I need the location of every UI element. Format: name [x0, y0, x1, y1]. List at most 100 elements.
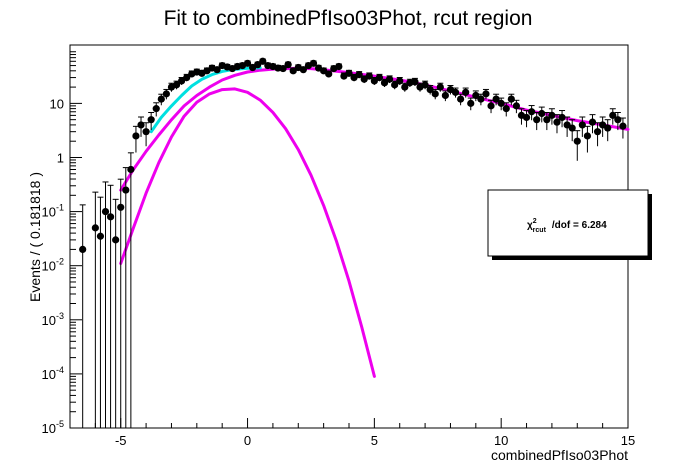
- data-point: [385, 75, 394, 83]
- data-point: [122, 186, 130, 194]
- data-point: [487, 102, 495, 110]
- data-point: [568, 124, 576, 132]
- data-point: [309, 59, 318, 67]
- data-point: [396, 77, 404, 85]
- data-point: [380, 79, 389, 87]
- data-point: [401, 83, 409, 91]
- data-point: [482, 90, 490, 98]
- chi2-subscript: rcut: [533, 227, 547, 234]
- fit-curve-0: [119, 66, 630, 192]
- data-point: [411, 78, 419, 86]
- x-tick-label: 0: [244, 433, 251, 448]
- chi2-symbol: χ: [527, 220, 533, 231]
- data-point: [588, 118, 597, 126]
- data-point: [284, 61, 292, 69]
- data-point: [457, 95, 465, 103]
- data-point: [593, 128, 602, 136]
- data-point: [391, 81, 399, 89]
- data-point: [106, 213, 115, 221]
- x-axis-label: combinedPfIso03Phot: [491, 447, 628, 463]
- y-tick-label: 10-2: [42, 257, 64, 274]
- data-point: [604, 124, 612, 132]
- data-point: [502, 105, 510, 113]
- data-point: [335, 62, 343, 71]
- data-point: [512, 102, 521, 110]
- data-point: [431, 90, 439, 98]
- data-point: [614, 116, 622, 124]
- data-point: [157, 95, 165, 103]
- data-point: [345, 69, 353, 77]
- chi2-value: /dof = 6.284: [552, 220, 607, 231]
- data-point: [254, 61, 262, 69]
- data-point: [451, 88, 460, 96]
- data-point: [213, 66, 221, 74]
- data-point: [79, 245, 87, 254]
- data-point: [583, 132, 592, 140]
- x-tick-label: 15: [621, 433, 635, 448]
- data-point: [462, 88, 470, 96]
- y-tick-label: 10-3: [42, 311, 64, 328]
- data-point: [172, 81, 181, 89]
- data-point: [543, 116, 551, 124]
- data-point: [355, 71, 363, 79]
- data-point: [472, 91, 480, 100]
- data-point: [91, 224, 99, 232]
- data-point: [370, 77, 378, 85]
- x-tick-label: 10: [494, 433, 508, 448]
- y-tick-label: 10: [50, 96, 64, 111]
- data-point: [325, 70, 333, 78]
- chart-title: Fit to combinedPfIso03Phot, rcut region: [164, 7, 533, 30]
- data-point: [299, 66, 307, 74]
- data-point: [578, 121, 586, 129]
- data-point: [162, 90, 170, 98]
- chi2-superscript: 2: [533, 218, 537, 225]
- data-point: [147, 116, 155, 124]
- data-point: [112, 236, 120, 244]
- data-point: [553, 118, 561, 126]
- fit-curve-1: [119, 87, 376, 378]
- data-point: [558, 113, 566, 122]
- x-tick-label: -5: [115, 433, 127, 448]
- x-tick-label: 5: [371, 433, 378, 448]
- data-point: [117, 203, 125, 211]
- data-point: [497, 99, 505, 107]
- y-axis-label: Events / ( 0.181818 ): [27, 172, 43, 302]
- data-point: [609, 111, 617, 119]
- y-tick-label: 10-1: [42, 203, 64, 220]
- data-point: [467, 99, 475, 107]
- data-point: [528, 108, 536, 116]
- y-tick-label: 10-5: [42, 419, 64, 436]
- data-point: [619, 122, 627, 130]
- data-point: [538, 109, 546, 118]
- data-point: [533, 116, 541, 124]
- data-point: [152, 105, 160, 113]
- y-tick-label: 10-4: [42, 365, 64, 382]
- data-point: [436, 83, 444, 91]
- chi2-label: χ2 rcut/dof = 6.284: [527, 218, 607, 234]
- data-point: [178, 77, 186, 85]
- data-point: [132, 132, 140, 140]
- data-point: [492, 95, 500, 103]
- axes: -5 0 5 10 15 10-5 10-4 10-3 10-2 10-1 1 10: [42, 51, 635, 448]
- data-point: [573, 137, 581, 145]
- data-point: [279, 64, 287, 73]
- data-point: [426, 85, 434, 94]
- data-point: [259, 57, 267, 65]
- data-point: [477, 95, 485, 103]
- data-point: [96, 232, 105, 240]
- data-point: [142, 128, 150, 136]
- data-point: [421, 81, 429, 89]
- data-point: [507, 95, 515, 103]
- data-point: [101, 207, 110, 216]
- chi2-box: χ2 rcut/dof = 6.284: [487, 189, 652, 260]
- data-point: [243, 59, 252, 67]
- data-point: [365, 72, 373, 80]
- data-point: [548, 111, 556, 119]
- data-point: [375, 73, 384, 82]
- y-tick-label: 1: [57, 150, 64, 165]
- data-point: [137, 121, 145, 129]
- data-points: [79, 57, 627, 428]
- data-point: [522, 113, 531, 122]
- data-point: [183, 73, 191, 82]
